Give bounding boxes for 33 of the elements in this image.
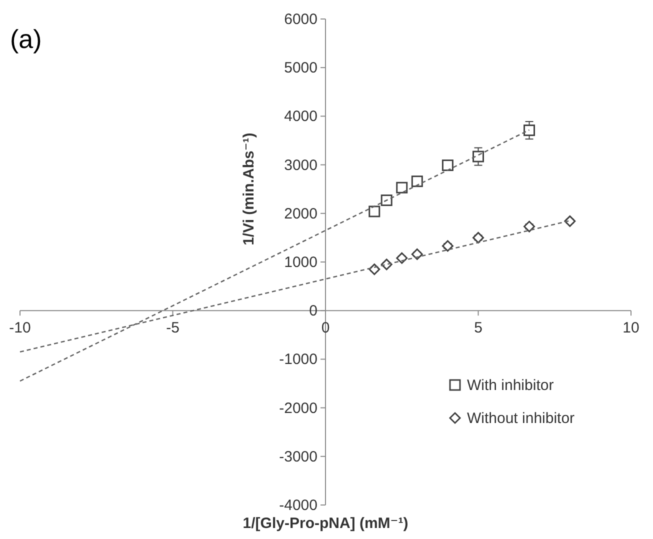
point	[411, 248, 423, 260]
point	[380, 194, 392, 206]
x-tick-label: -5	[166, 320, 180, 337]
point	[524, 220, 536, 232]
y-tick-label: 1000	[284, 254, 318, 271]
point	[472, 150, 484, 162]
y-tick-label: -2000	[279, 400, 318, 417]
y-tick-label: -4000	[279, 497, 318, 514]
y-tick-label: 2000	[284, 205, 318, 222]
y-tick-label: 3000	[284, 156, 318, 174]
y-tick-label: 4000	[284, 108, 318, 126]
point	[564, 215, 576, 227]
legend-label: Without inhibitor	[467, 410, 575, 427]
point	[411, 176, 423, 188]
x-tick-label: -10	[9, 320, 31, 337]
point	[524, 124, 536, 136]
x-axis-title: 1/[Gly-Pro-pNA] (mM⁻¹)	[242, 515, 408, 532]
point	[442, 240, 454, 252]
y-tick-label: -3000	[279, 448, 318, 466]
y-tick-label: 5000	[284, 60, 318, 77]
point	[396, 252, 408, 264]
y-tick-label: -1000	[279, 351, 318, 368]
chart-title: (a)	[10, 24, 42, 54]
point	[472, 232, 484, 244]
point	[396, 182, 408, 194]
y-axis-title: 1/Vi (min.Abs⁻¹)	[240, 132, 258, 246]
y-tick-label: 6000	[284, 11, 318, 28]
x-tick-label: 10	[622, 320, 640, 337]
point	[368, 206, 380, 218]
x-tick-label: 5	[474, 320, 482, 337]
point	[368, 264, 380, 276]
legend-label: With inhibitor	[467, 377, 554, 394]
point	[442, 160, 454, 172]
